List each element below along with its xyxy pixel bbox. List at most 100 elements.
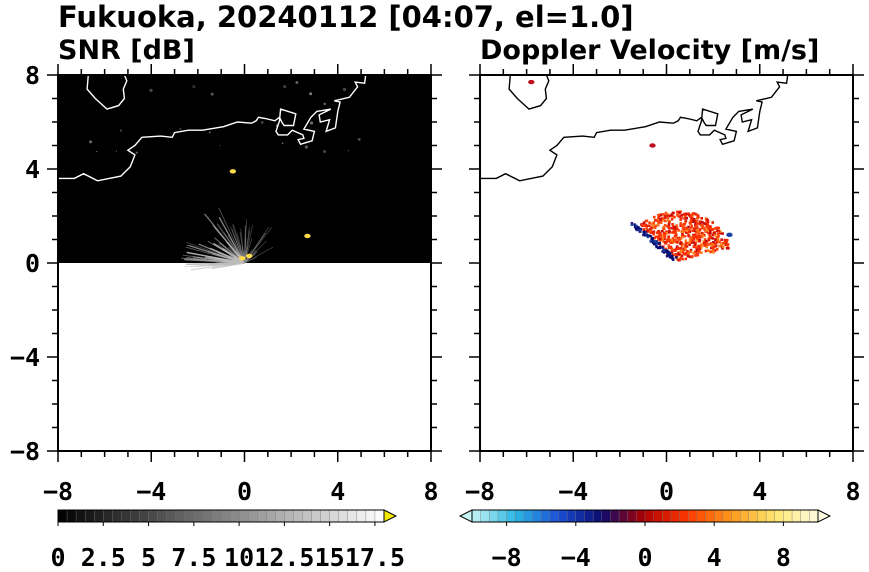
doppler-cell [679,218,682,221]
doppler-cell [661,213,665,216]
doppler-cell [688,221,692,225]
colorbar-tick-label: 4 [707,543,722,572]
doppler-cell [700,243,703,246]
colorbar-cell [558,509,568,523]
doppler-cell [671,214,674,218]
doppler-cell [717,226,721,230]
doppler-cell [669,252,672,255]
doppler-cell [662,227,666,231]
doppler-cell [673,215,676,219]
doppler-cell [711,237,714,240]
colorbar-cell [284,509,294,523]
doppler-cell [661,230,664,233]
doppler-cell [645,227,648,230]
doppler-cell [688,241,691,244]
doppler-cell [689,250,692,254]
colorbar-cell [184,509,195,523]
doppler-cell [670,247,673,251]
doppler-cell [657,219,660,223]
doppler-cell [652,241,655,245]
clutter-speckle [309,121,314,125]
colorbar-outline [57,509,385,523]
doppler-cell [659,237,662,241]
doppler-cell [692,241,696,244]
doppler-cell [693,227,696,230]
doppler-cell [679,249,683,253]
doppler-cell [645,219,649,223]
doppler-cell [676,240,679,244]
doppler-cell [713,249,717,252]
doppler-cell [720,243,723,246]
doppler-cell [709,229,712,233]
doppler-cell [709,232,712,235]
colorbar-cell [275,509,285,523]
doppler-cell [686,231,690,234]
colorbar-cell [489,509,499,523]
x-tick-label: 8 [423,477,438,506]
doppler-cell [705,245,709,249]
doppler-cell [718,240,721,244]
doppler-cell [663,216,667,219]
doppler-cell [705,241,708,245]
doppler-cell [685,231,688,234]
colorbar-cell [670,509,681,523]
doppler-cell [697,250,701,254]
coastline [480,74,789,182]
doppler-cell [663,235,667,239]
doppler-cell [716,232,720,236]
doppler-cell [710,246,713,250]
doppler-plot-frame [479,74,854,452]
colorbar-tick-label: 0 [50,543,65,572]
colorbar-cell [515,509,525,523]
doppler-cell [725,238,729,242]
doppler-cell [642,221,646,225]
doppler-cell [683,234,687,238]
doppler-cell [665,230,668,234]
colorbar-cell [610,509,620,523]
colorbar-cell [471,509,482,523]
colorbar-cell [238,509,249,523]
doppler-cell [714,238,717,242]
colorbar-cell [791,509,802,523]
doppler-cell [682,252,686,256]
doppler-cell [714,244,718,248]
colorbar-tick-label: 8 [776,543,791,572]
doppler-cell [665,238,669,242]
doppler-cell [692,251,696,255]
doppler-cell [721,247,724,250]
doppler-cell [675,256,678,259]
doppler-cell [657,216,660,220]
doppler-cell [713,242,717,245]
clutter-speckle [135,151,138,154]
doppler-cell [725,241,728,244]
x-tick-label: −4 [136,477,166,506]
doppler-cell [702,226,705,230]
colorbar-cell [705,509,715,523]
doppler-cell [693,229,697,233]
doppler-cell [708,227,711,230]
doppler-cell [706,220,710,224]
doppler-cell [667,223,671,226]
doppler-cell [667,253,670,256]
doppler-cell [707,238,711,242]
doppler-cell [707,224,710,228]
snr-x-tick-labels: −8 −4 0 4 8 [43,477,439,506]
doppler-cell [683,213,687,217]
doppler-cell [645,232,648,235]
doppler-cell [718,244,721,248]
colorbar-cell [75,509,86,523]
doppler-cell [666,249,669,252]
doppler-cell [715,235,719,239]
doppler-cell [715,240,718,244]
doppler-cell [725,246,729,250]
doppler-cell [649,240,652,243]
doppler-x-tick-labels: −8 −4 0 4 8 [465,477,861,506]
doppler-cell [671,223,674,226]
doppler-cell [702,222,705,225]
snr-tick-marks [47,64,442,462]
doppler-cell [693,219,697,223]
doppler-cell [691,212,695,215]
doppler-panel-title: Doppler Velocity [m/s] [480,35,819,66]
colorbar-cell [809,509,819,523]
colorbar-cell [714,509,724,523]
